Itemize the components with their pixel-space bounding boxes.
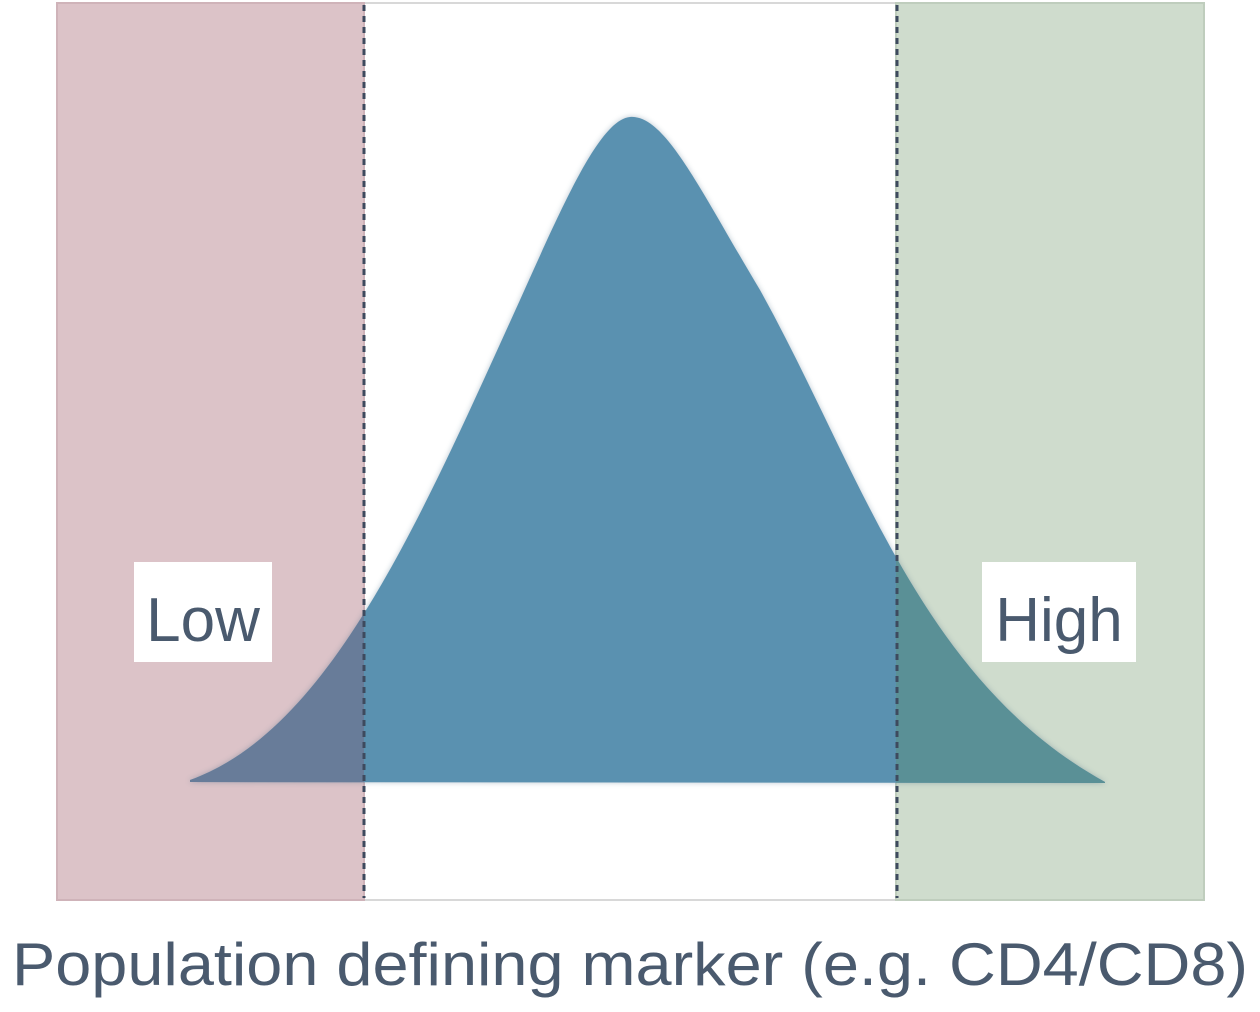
high-label: High bbox=[995, 586, 1123, 655]
low-label: Low bbox=[146, 586, 260, 655]
distribution-curve bbox=[190, 116, 1105, 783]
high-label-box bbox=[982, 562, 1136, 662]
curve-high-overlap bbox=[896, 557, 1105, 783]
low-label-box bbox=[134, 562, 272, 662]
curve-low-overlap bbox=[190, 613, 364, 783]
x-axis-label: Population defining marker (e.g. CD4/CD8… bbox=[12, 931, 1248, 998]
